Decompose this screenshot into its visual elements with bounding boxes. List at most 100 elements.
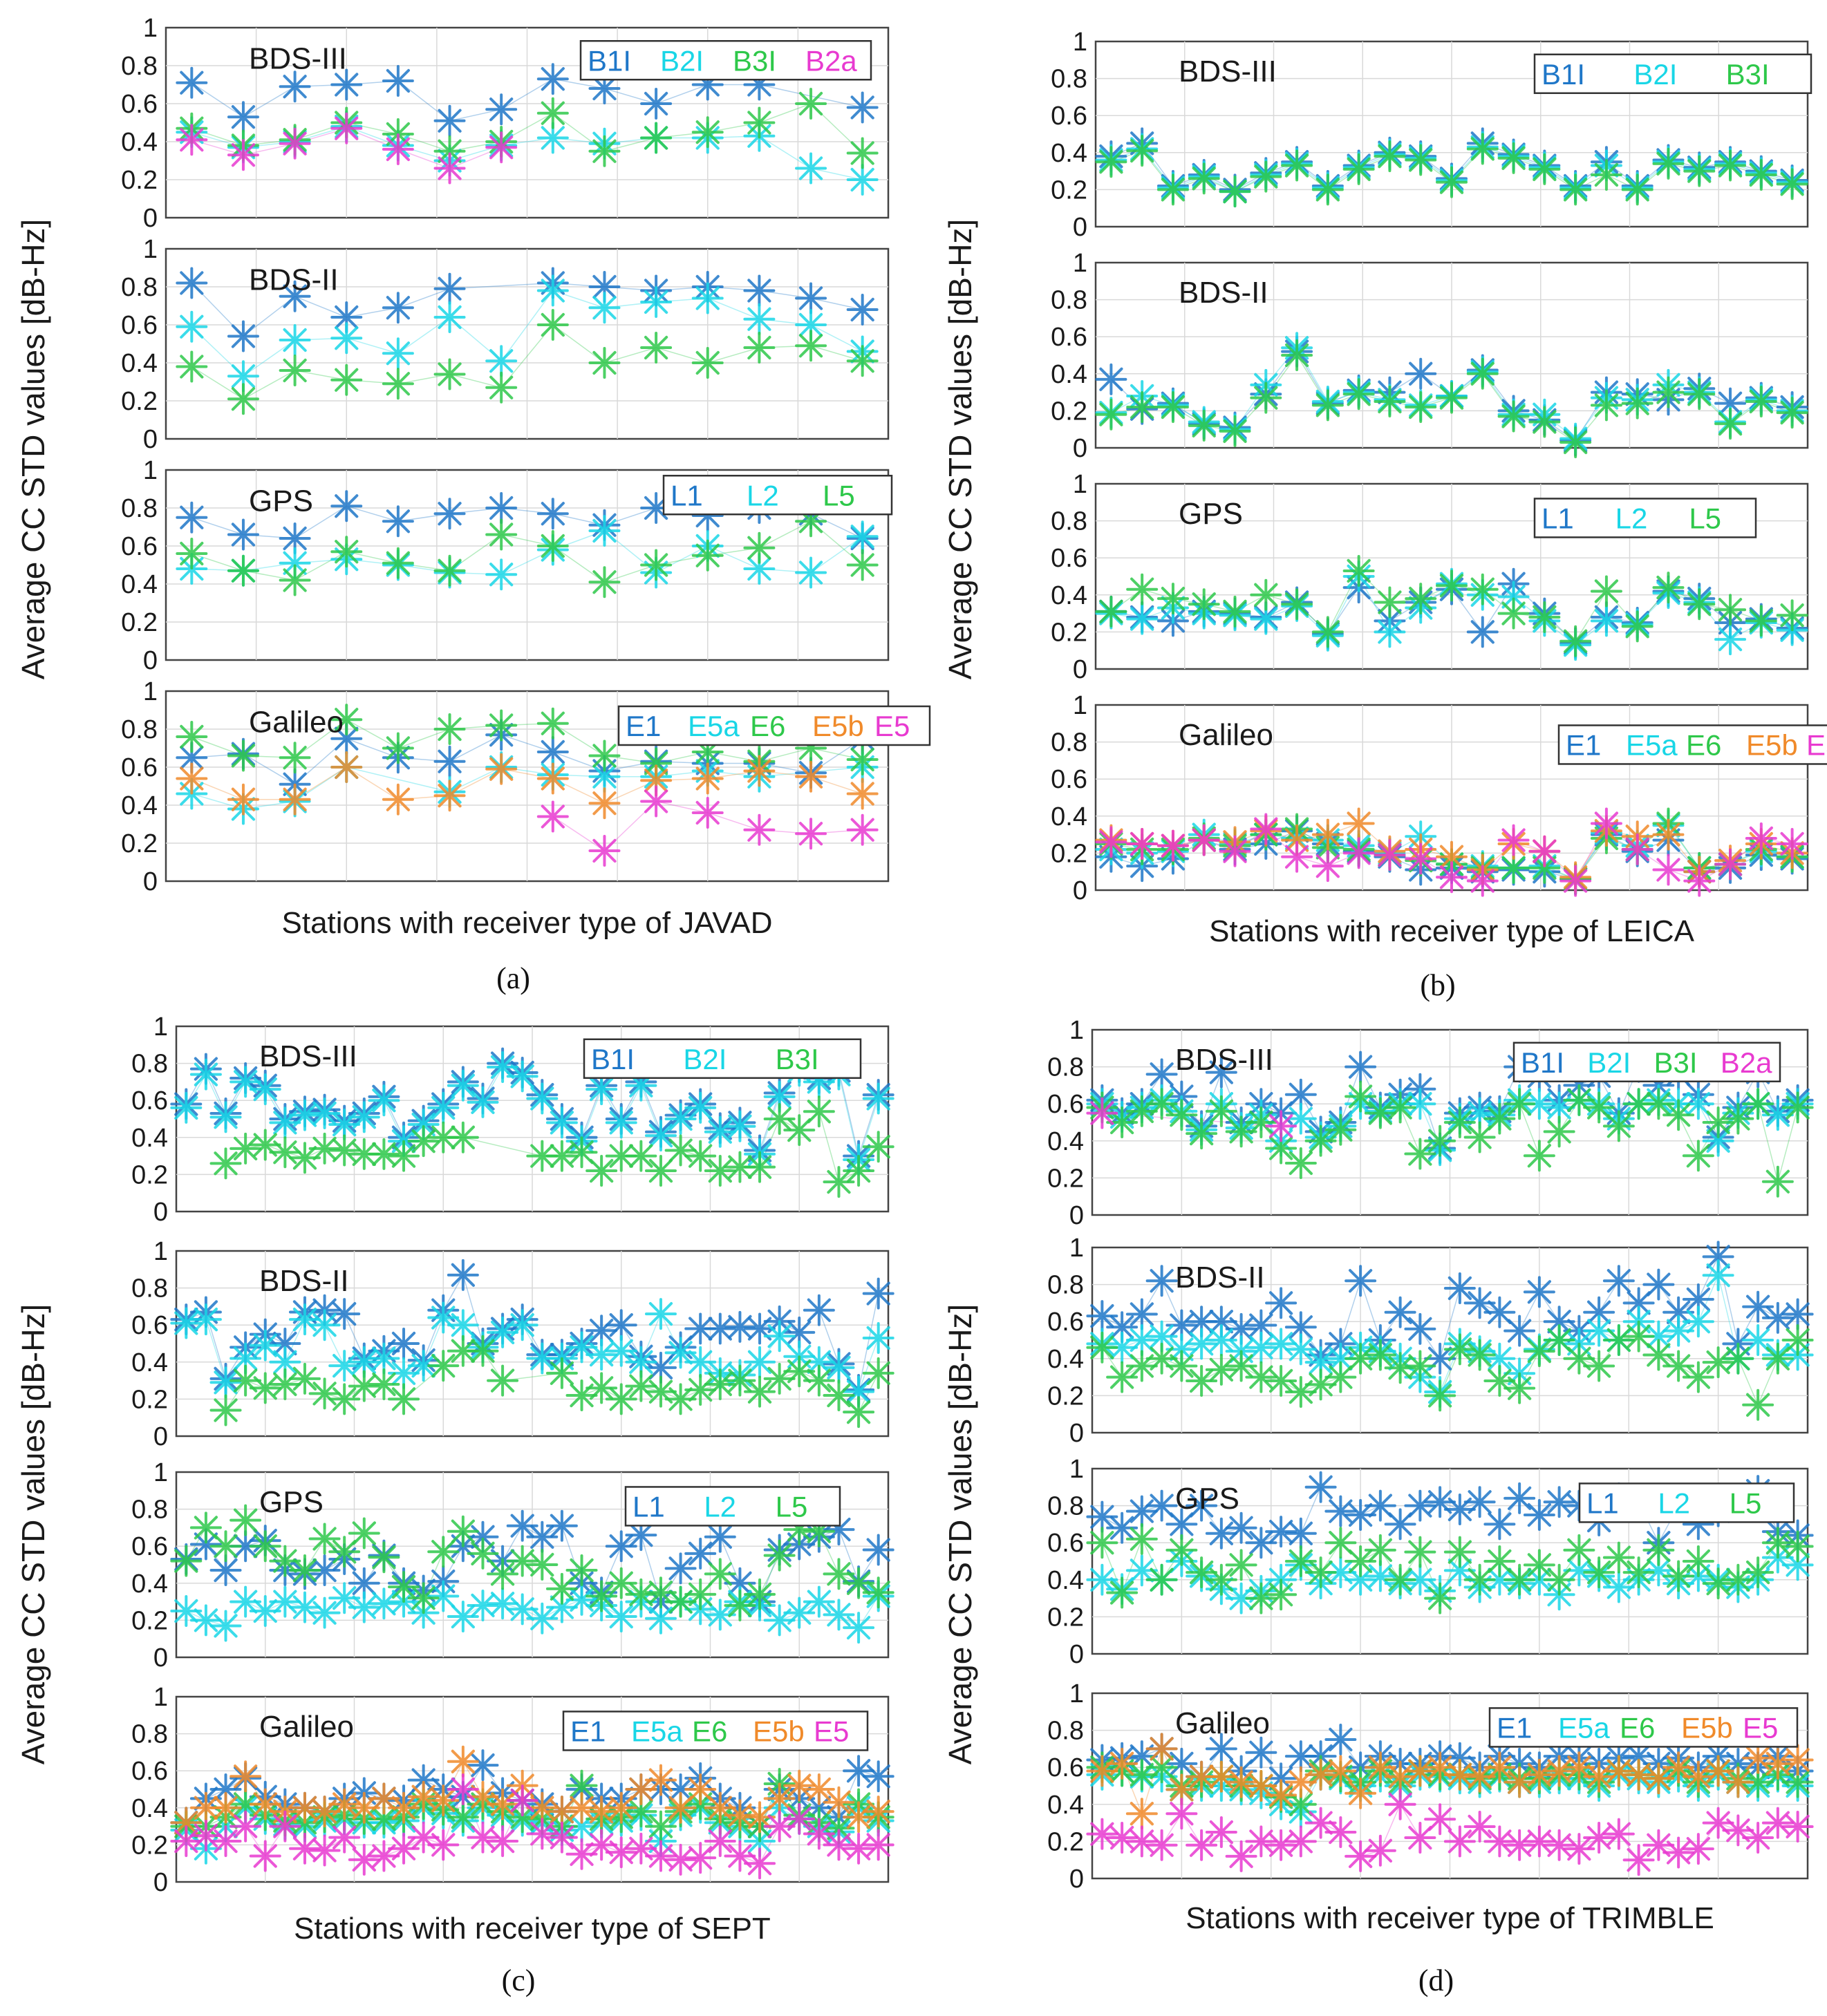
data-point-e6 bbox=[1284, 1788, 1317, 1820]
data-point-b3i bbox=[1342, 378, 1375, 411]
data-point-e5b bbox=[1186, 1760, 1218, 1793]
legend-item-b1i: B1I bbox=[588, 44, 631, 77]
data-point-b3i bbox=[1188, 409, 1220, 442]
data-point-e5 bbox=[1205, 1816, 1237, 1848]
data-point-e5 bbox=[1245, 1825, 1277, 1858]
data-point-e5 bbox=[1342, 837, 1375, 869]
data-point-b3i bbox=[743, 106, 776, 139]
data-point-l1 bbox=[308, 1554, 341, 1587]
y-tick-label: 1 bbox=[153, 1012, 168, 1042]
data-point-e5 bbox=[744, 1847, 776, 1880]
data-point-b1i bbox=[1761, 1301, 1794, 1334]
data-point-b1i bbox=[1424, 1342, 1456, 1375]
subplot-galileo: 0 0.2 0.4 0.6 0.8 1 Galileo E1 E5a E6 E5b E5 bbox=[121, 677, 931, 896]
legend-item-e1: E1 bbox=[570, 1715, 606, 1747]
data-point-b3i bbox=[229, 1132, 262, 1165]
y-tick-label: 0.4 bbox=[1047, 1566, 1084, 1595]
data-point-e5 bbox=[1374, 839, 1406, 872]
data-point-b2i bbox=[328, 1350, 361, 1382]
data-point-l5 bbox=[862, 1576, 894, 1609]
data-point-e1 bbox=[209, 1773, 242, 1805]
legend-item-e5: E5 bbox=[1806, 728, 1827, 761]
data-point-l1 bbox=[545, 1509, 578, 1542]
data-point-b3i bbox=[625, 1370, 657, 1402]
y-tick-label: 0 bbox=[143, 425, 158, 454]
y-tick-label: 0.4 bbox=[1051, 581, 1087, 610]
data-point-e5b bbox=[328, 1788, 361, 1820]
data-point-l5 bbox=[407, 1582, 440, 1614]
y-tick-label: 0.2 bbox=[1047, 1382, 1084, 1411]
legend-item-e1: E1 bbox=[1497, 1711, 1532, 1744]
data-point-b2i bbox=[1682, 1306, 1714, 1338]
data-point-e5b bbox=[545, 1796, 578, 1828]
data-point-b1i bbox=[585, 1315, 618, 1347]
data-point-e5b bbox=[763, 1782, 796, 1815]
data-point-b3i bbox=[269, 1368, 301, 1400]
data-point-e6 bbox=[1497, 851, 1530, 884]
y-tick-label: 0.6 bbox=[1051, 323, 1087, 352]
data-point-b2i bbox=[1543, 1091, 1575, 1124]
data-point-e5 bbox=[1424, 1803, 1456, 1836]
data-point-b1i bbox=[1523, 1276, 1555, 1308]
data-point-e6 bbox=[565, 1769, 598, 1802]
data-point-l5 bbox=[846, 549, 879, 581]
data-point-b3i bbox=[1245, 1106, 1277, 1138]
data-point-b3i bbox=[407, 1125, 440, 1158]
x-axis-label: Stations with receiver type of SEPT bbox=[294, 1912, 771, 1946]
data-point-l1 bbox=[1404, 1489, 1436, 1522]
data-point-e1 bbox=[407, 1764, 440, 1796]
data-point-l2 bbox=[487, 1588, 519, 1620]
data-point-l1 bbox=[1265, 1516, 1297, 1548]
data-point-b3i bbox=[1342, 153, 1375, 185]
data-point-e5 bbox=[1405, 842, 1437, 875]
data-point-b2i bbox=[506, 1060, 538, 1093]
data-point-l5 bbox=[328, 1536, 361, 1568]
data-point-b1i bbox=[1284, 1078, 1317, 1111]
data-point-b3i bbox=[625, 1140, 657, 1172]
data-point-b2a bbox=[227, 139, 259, 171]
legend: L1 L2 L5 bbox=[662, 475, 893, 516]
data-point-b2i bbox=[176, 310, 208, 343]
data-point-b2i bbox=[744, 1346, 776, 1378]
subplot-gps: 0 0.2 0.4 0.6 0.8 1 GPS L1 L2 L5 bbox=[1047, 1455, 1814, 1669]
data-point-b3i bbox=[783, 1355, 816, 1388]
data-point-b3i bbox=[1523, 1140, 1555, 1172]
legend-item-e5b: E5b bbox=[1681, 1711, 1733, 1744]
subplot-gps: 0 0.2 0.4 0.6 0.8 1 GPS L1 L2 L5 bbox=[121, 456, 893, 675]
data-point-e5 bbox=[1265, 1829, 1297, 1861]
data-point-e6 bbox=[506, 1801, 538, 1834]
data-point-l5 bbox=[1652, 572, 1685, 604]
data-point-e5b bbox=[487, 1788, 519, 1820]
data-point-b3i bbox=[176, 350, 208, 383]
data-point-l5 bbox=[664, 1585, 697, 1618]
data-point-b1i bbox=[803, 1294, 835, 1326]
data-point-e1 bbox=[1622, 1740, 1655, 1773]
data-point-b3i bbox=[368, 1368, 400, 1400]
data-point-b1i bbox=[1284, 1311, 1317, 1344]
data-point-l5 bbox=[803, 1515, 835, 1547]
data-point-b1i bbox=[1742, 1290, 1774, 1323]
data-point-e5b bbox=[1662, 1751, 1695, 1784]
data-point-e5b bbox=[330, 751, 363, 783]
data-point-l1 bbox=[724, 1567, 756, 1599]
data-point-e5 bbox=[388, 1832, 420, 1865]
data-point-l5 bbox=[1714, 594, 1747, 626]
data-point-e5 bbox=[1219, 835, 1251, 867]
legend-item-e5b: E5b bbox=[812, 710, 864, 742]
data-point-b2i bbox=[447, 1309, 479, 1341]
legend-item-l1: L1 bbox=[1542, 502, 1574, 534]
data-point-e5 bbox=[1436, 861, 1468, 894]
data-point-b3i bbox=[664, 1134, 697, 1167]
data-point-l5 bbox=[249, 1530, 281, 1563]
data-point-e5 bbox=[229, 1810, 262, 1843]
data-point-b3i bbox=[1683, 155, 1716, 187]
data-point-l5 bbox=[209, 1530, 242, 1563]
data-point-b1i bbox=[691, 68, 724, 101]
y-tick-label: 0.6 bbox=[121, 311, 158, 340]
legend-item-b2i: B2I bbox=[660, 44, 704, 77]
data-point-e5 bbox=[1324, 1816, 1357, 1848]
data-point-l5 bbox=[1304, 1556, 1337, 1589]
data-point-e5b bbox=[565, 1791, 598, 1824]
legend-item-e5: E5 bbox=[814, 1715, 849, 1747]
system-label: GPS bbox=[1175, 1482, 1239, 1516]
